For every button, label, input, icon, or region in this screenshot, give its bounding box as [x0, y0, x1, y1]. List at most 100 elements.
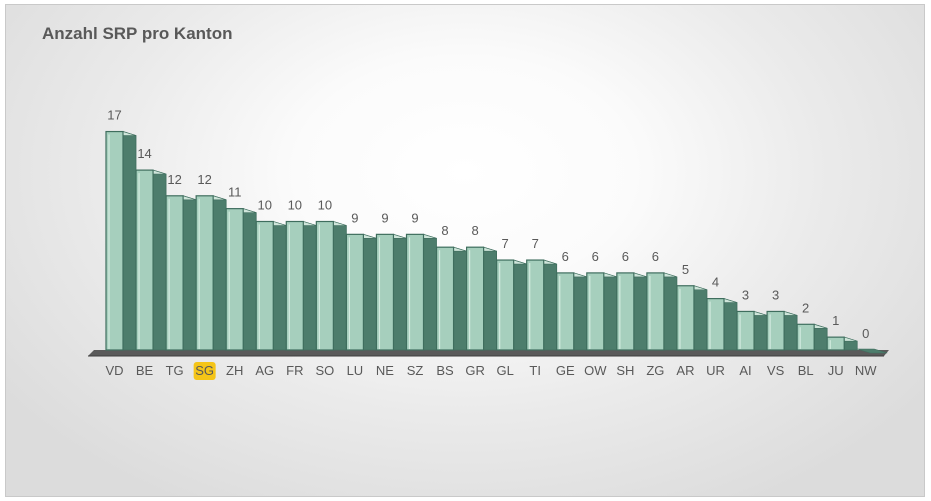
bar-fr: [285, 220, 317, 351]
bar-side-vd: [122, 131, 137, 351]
bar-flat-nw: [857, 348, 888, 354]
bar-front-ur: [706, 298, 725, 351]
bar-side-be: [152, 169, 167, 351]
category-label-ai: AI: [739, 363, 751, 378]
category-label-ow: OW: [584, 363, 607, 378]
bar-side-bs: [453, 246, 467, 351]
bar-front-be: [135, 169, 154, 351]
bar-front-ai: [736, 310, 755, 351]
bar-front-fr: [285, 220, 304, 351]
value-label-ur: 4: [712, 275, 719, 290]
bar-front-sh: [616, 272, 635, 351]
category-label-ur: UR: [706, 363, 725, 378]
bar-side-fr: [302, 220, 317, 351]
bar-front-tg: [165, 195, 184, 351]
category-label-vs: VS: [767, 363, 785, 378]
value-label-be: 14: [137, 146, 151, 161]
bar-ti: [526, 259, 558, 351]
bar-side-vs: [783, 310, 798, 351]
bar-front-zg: [646, 272, 665, 351]
value-label-lu: 9: [351, 210, 358, 225]
bar-front-sz: [405, 233, 425, 351]
bar-side-gl: [513, 259, 528, 351]
bar-sg: [195, 195, 227, 351]
category-label-ar: AR: [676, 363, 694, 378]
category-label-lu: LU: [347, 363, 364, 378]
bar-front-bs: [435, 246, 455, 351]
bar-vd: [105, 130, 137, 351]
category-label-gr: GR: [465, 363, 485, 378]
bar-side-ne: [393, 233, 407, 351]
bar-side-lu: [362, 233, 377, 351]
bar-front-ar: [676, 285, 695, 351]
value-label-sz: 9: [411, 210, 418, 225]
category-label-zh: ZH: [226, 363, 243, 378]
category-label-nw: NW: [855, 363, 877, 378]
value-label-ti: 7: [532, 236, 539, 251]
value-label-vs: 3: [772, 287, 779, 302]
bar-front-zh: [225, 208, 244, 351]
category-label-sz: SZ: [407, 363, 424, 378]
bar-front-gr: [466, 246, 485, 351]
bar-side-sg: [212, 195, 227, 351]
bar-front-bl: [796, 323, 815, 351]
value-label-nw: 0: [862, 326, 869, 341]
bar-side-ag: [272, 220, 287, 351]
bar-front-vd: [105, 130, 124, 351]
bar-gr: [466, 246, 498, 351]
chart-title: Anzahl SRP pro Kanton: [42, 24, 233, 43]
bar-side-ge: [573, 272, 588, 351]
value-label-so: 10: [318, 198, 332, 213]
bar-ag: [255, 220, 287, 351]
category-label-fr: FR: [286, 363, 303, 378]
bar-front-so: [315, 220, 334, 351]
bar-zg: [646, 272, 678, 351]
category-label-sg: SG: [195, 363, 214, 378]
bar-ne: [375, 233, 407, 351]
bar-sh: [616, 272, 648, 351]
bar-so: [315, 220, 347, 351]
highlight-marker: [193, 362, 216, 380]
bar-gl: [496, 259, 528, 351]
value-label-vd: 17: [107, 108, 121, 123]
value-label-ai: 3: [742, 287, 749, 302]
value-label-ne: 9: [381, 210, 388, 225]
value-label-tg: 12: [167, 172, 181, 187]
value-label-zg: 6: [652, 249, 659, 264]
bar-front-ge: [556, 272, 575, 351]
value-label-sh: 6: [622, 249, 629, 264]
bar-front-gl: [496, 259, 515, 351]
bar-side-gr: [483, 246, 498, 351]
bar-side-zh: [242, 208, 257, 351]
category-label-so: SO: [315, 363, 334, 378]
value-label-ag: 10: [258, 198, 272, 213]
bar-zh: [225, 208, 257, 351]
value-label-sg: 12: [197, 172, 211, 187]
bar-be: [135, 169, 167, 351]
category-label-tg: TG: [166, 363, 184, 378]
value-label-bl: 2: [802, 300, 809, 315]
bar-tg: [165, 195, 197, 351]
category-label-vd: VD: [105, 363, 123, 378]
bar-front-ti: [526, 259, 545, 351]
value-label-gl: 7: [502, 236, 509, 251]
bar-side-so: [332, 220, 347, 351]
bar-side-ai: [753, 310, 768, 351]
bar-ge: [556, 272, 588, 351]
bar-vs: [766, 310, 798, 351]
bar-nw: [857, 348, 888, 354]
value-label-ar: 5: [682, 262, 689, 277]
category-label-bs: BS: [436, 363, 454, 378]
category-label-ti: TI: [529, 363, 541, 378]
bar-side-tg: [182, 195, 197, 351]
bar-side-ur: [723, 298, 738, 351]
bar-front-ag: [255, 220, 274, 351]
category-label-ne: NE: [376, 363, 394, 378]
bar-ju: [826, 336, 858, 351]
bar-front-vs: [766, 310, 785, 351]
bar-side-sz: [423, 233, 437, 351]
value-label-ge: 6: [562, 249, 569, 264]
value-label-ow: 6: [592, 249, 599, 264]
category-label-ag: AG: [255, 363, 274, 378]
bar-side-sh: [633, 272, 648, 351]
